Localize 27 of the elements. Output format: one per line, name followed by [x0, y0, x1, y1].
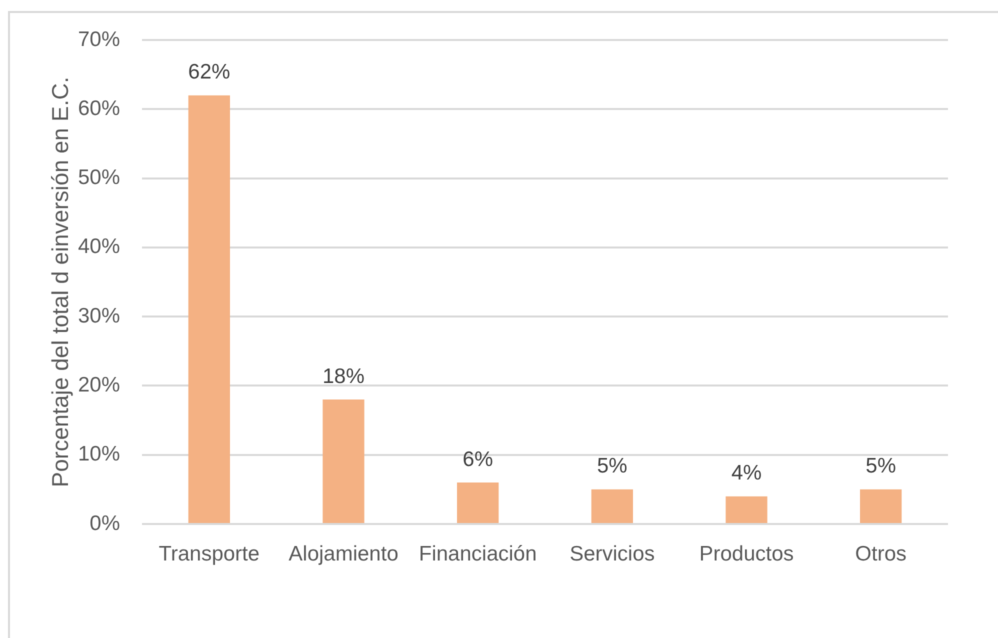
data-label: 6%	[462, 448, 494, 471]
data-label: 18%	[322, 364, 365, 388]
y-tick-label: 10%	[78, 442, 120, 466]
bar	[726, 496, 768, 523]
y-tick-label: 50%	[78, 166, 120, 190]
x-tick-label: Servicios	[570, 542, 655, 566]
data-label: 5%	[866, 454, 896, 478]
y-axis-title: Porcentaje del total d einversión en E.C.	[47, 76, 74, 488]
y-tick-label: 0%	[90, 512, 120, 535]
bar	[591, 489, 633, 523]
data-label: 4%	[731, 462, 762, 485]
x-tick-label: Alojamiento	[288, 542, 398, 566]
bar	[860, 489, 902, 523]
x-tick-label: Productos	[699, 542, 794, 566]
bar	[457, 482, 499, 523]
y-tick-label: 40%	[78, 235, 120, 258]
x-tick-label: Financiación	[418, 542, 537, 566]
y-tick-label: 20%	[78, 374, 120, 397]
x-tick-label: Otros	[855, 542, 907, 566]
data-label: 5%	[596, 454, 628, 478]
y-tick-label: 60%	[78, 96, 120, 120]
bar	[322, 400, 364, 523]
y-tick-label: 70%	[78, 28, 120, 51]
bar	[188, 95, 230, 523]
x-tick-label: Transporte	[158, 542, 260, 566]
y-tick-label: 30%	[78, 304, 120, 328]
data-label: 62%	[188, 60, 230, 84]
